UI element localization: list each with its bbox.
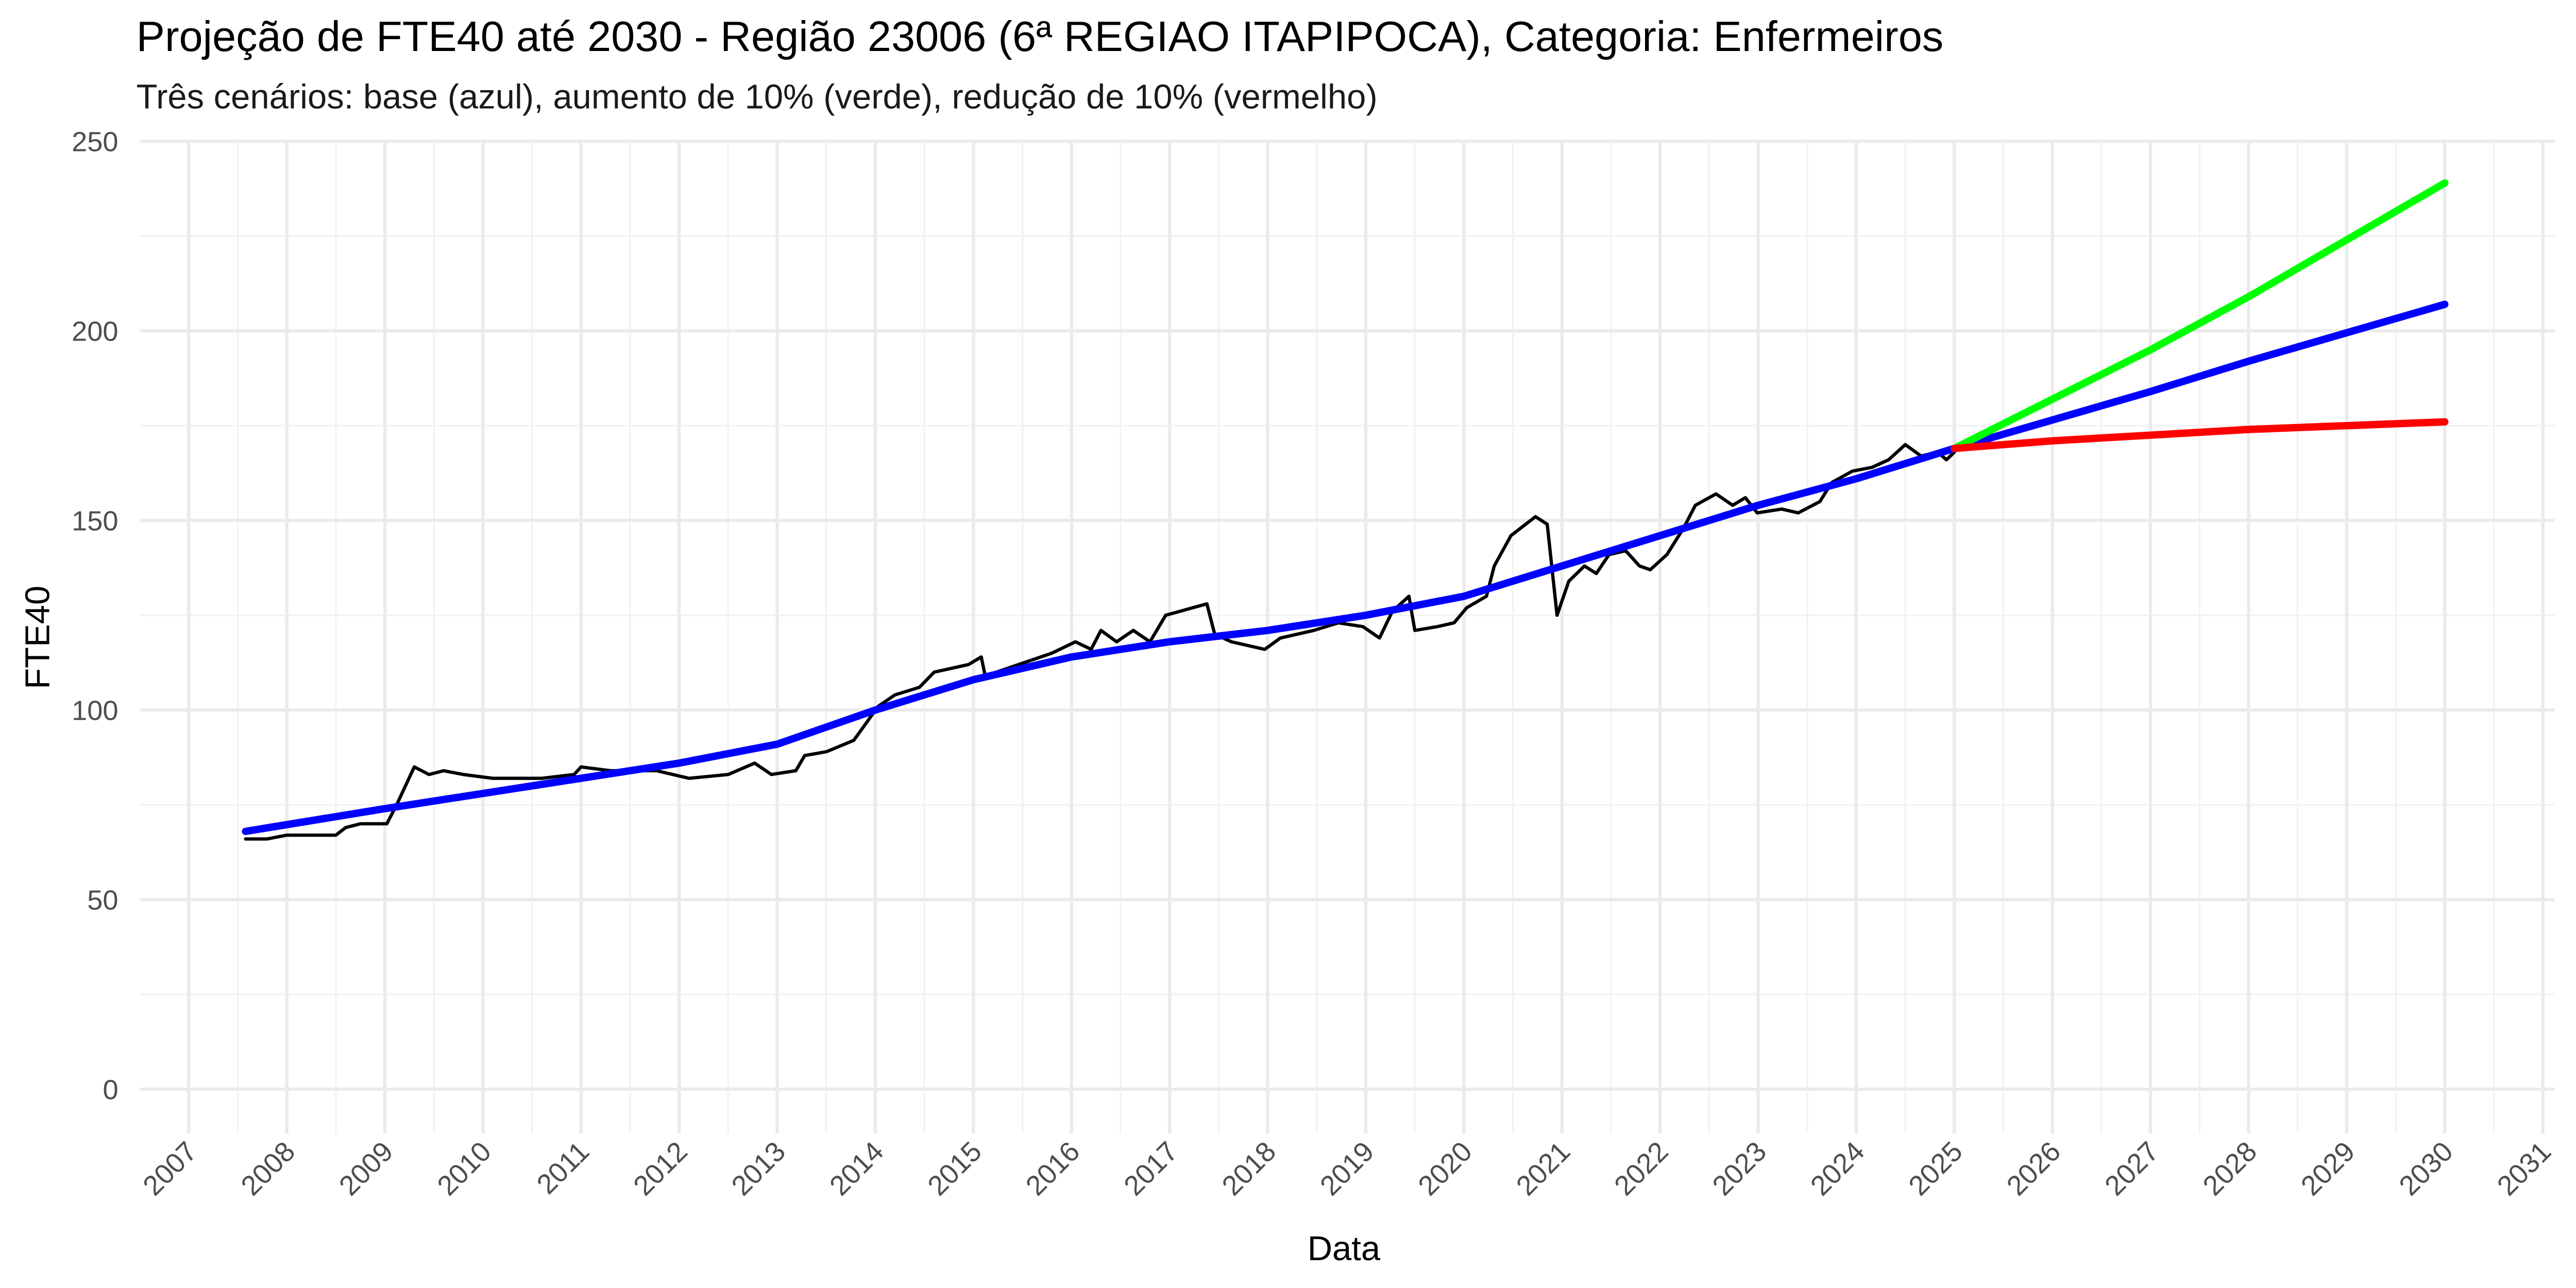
x-tick-label: 2007 (137, 1136, 203, 1202)
x-tick-label: 2025 (1903, 1136, 1969, 1202)
y-tick-label: 250 (72, 126, 118, 157)
x-tick-label: 2029 (2295, 1136, 2361, 1202)
x-tick-label: 2026 (2001, 1136, 2067, 1202)
x-tick-label: 2019 (1314, 1136, 1380, 1202)
grid (140, 140, 2555, 1134)
x-tick-label: 2021 (1511, 1136, 1577, 1202)
plot-area (242, 179, 2449, 841)
x-tick-label: 2014 (824, 1136, 890, 1202)
x-tick-label: 2018 (1216, 1136, 1282, 1202)
x-tick-label: 2009 (333, 1136, 399, 1202)
y-tick-label: 150 (72, 505, 118, 536)
x-tick-label: 2010 (431, 1136, 497, 1202)
x-tick-label: 2011 (531, 1136, 596, 1200)
x-tick-label: 2030 (2393, 1136, 2459, 1202)
x-tick-label: 2017 (1118, 1136, 1184, 1202)
y-tick-label: 100 (72, 695, 118, 726)
chart-subtitle: Três cenários: base (azul), aumento de 1… (137, 77, 1378, 116)
series-line (244, 443, 1956, 841)
y-axis-label: FTE40 (19, 586, 57, 689)
x-tick-label: 2028 (2197, 1136, 2263, 1202)
x-tick-label: 2022 (1608, 1136, 1674, 1202)
x-tick-label: 2015 (922, 1136, 988, 1202)
chart-title: Projeção de FTE40 até 2030 - Região 2300… (137, 12, 1944, 60)
x-tick-label: 2027 (2099, 1136, 2165, 1202)
x-tick-label: 2023 (1706, 1136, 1772, 1202)
x-tick-label: 2012 (628, 1136, 693, 1202)
series-line (1951, 418, 2449, 452)
x-tick-label: 2008 (235, 1136, 301, 1202)
y-tick-label: 0 (103, 1074, 118, 1105)
x-tick-label: 2024 (1805, 1136, 1871, 1202)
x-tick-label: 2020 (1412, 1136, 1478, 1202)
x-axis-label: Data (1308, 1229, 1381, 1268)
series-line (1951, 179, 2449, 452)
y-tick-label: 50 (87, 885, 118, 916)
x-tick-label: 2031 (2492, 1136, 2557, 1202)
x-tick-label: 2016 (1020, 1136, 1086, 1202)
series-line (242, 300, 2449, 835)
x-tick-label: 2013 (726, 1136, 792, 1202)
y-tick-label: 200 (72, 316, 118, 347)
